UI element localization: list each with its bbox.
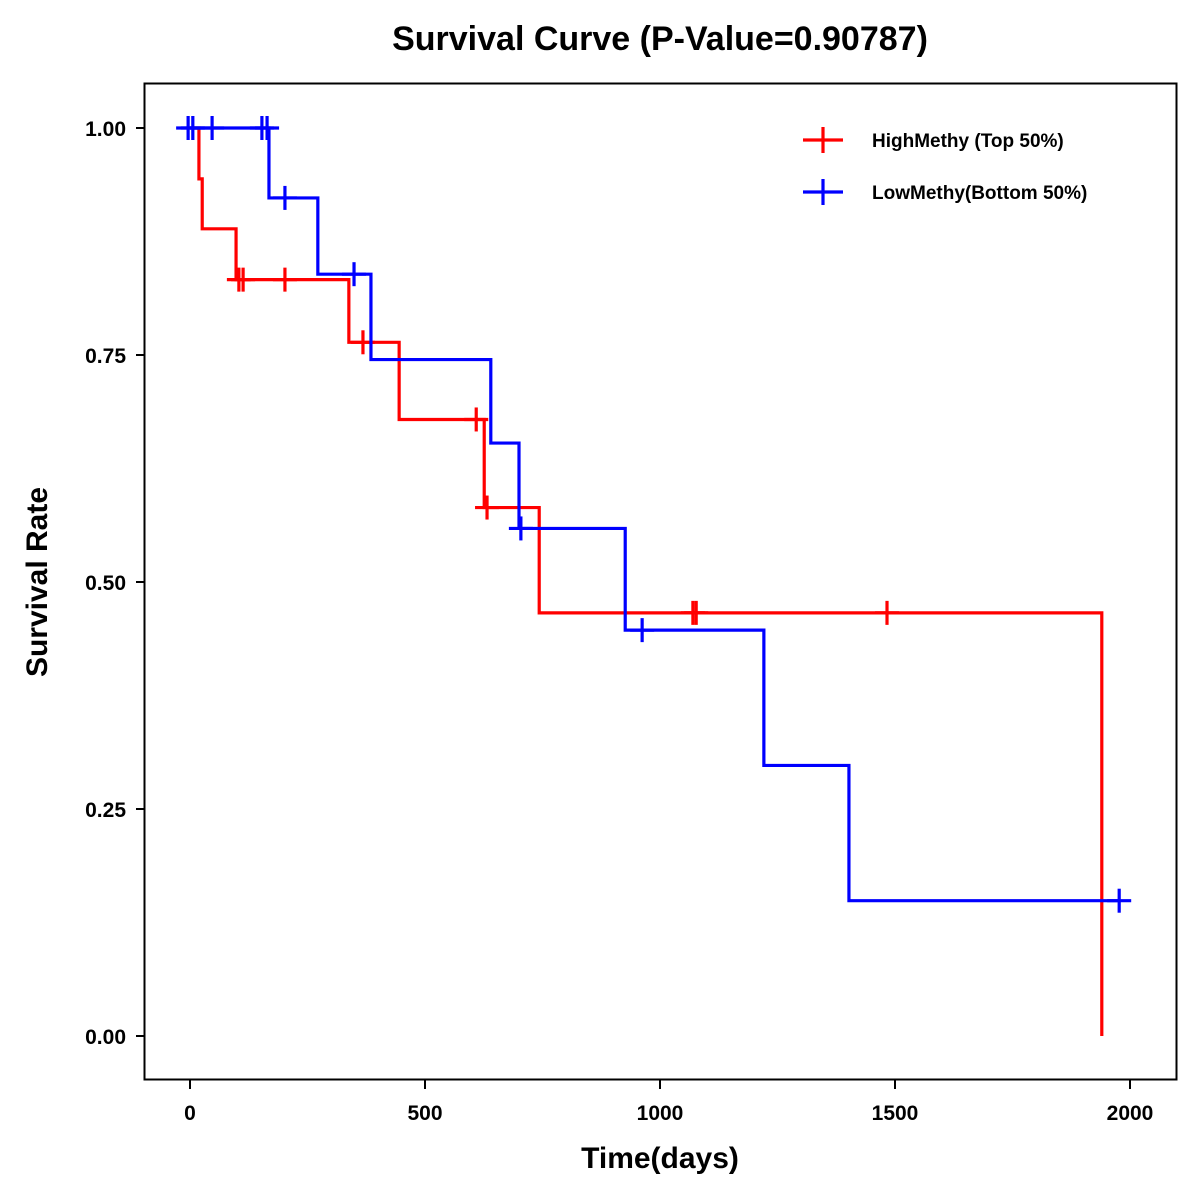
legend-item: HighMethy (Top 50%) bbox=[803, 127, 1064, 153]
series-low-methy bbox=[176, 116, 1132, 913]
survival-step-line bbox=[190, 126, 1104, 1036]
y-axis: 0.00 0.25 0.50 0.75 1.00 bbox=[85, 118, 144, 1049]
plot-panel-border bbox=[143, 82, 1178, 1081]
x-tick-label: 2000 bbox=[1107, 1102, 1154, 1125]
legend: HighMethy (Top 50%) LowMethy(Bottom 50%) bbox=[803, 127, 1087, 205]
legend-item: LowMethy(Bottom 50%) bbox=[803, 179, 1087, 205]
x-axis-title: Time(days) bbox=[581, 1142, 739, 1175]
x-tick-label: 1000 bbox=[637, 1102, 684, 1125]
series-high-methy bbox=[190, 126, 1104, 1036]
chart-title: Survival Curve (P-Value=0.90787) bbox=[392, 20, 928, 58]
legend-label: LowMethy(Bottom 50%) bbox=[872, 183, 1087, 204]
survival-step-line bbox=[190, 126, 1120, 903]
x-tick-label: 1500 bbox=[872, 1102, 919, 1125]
x-tick-label: 500 bbox=[407, 1102, 442, 1125]
x-axis: 0 500 1000 1500 2000 bbox=[184, 1080, 1153, 1125]
x-tick-label: 0 bbox=[184, 1102, 196, 1125]
y-axis-title: Survival Rate bbox=[21, 487, 54, 677]
y-tick-label: 0.25 bbox=[85, 799, 126, 822]
y-tick-label: 0.75 bbox=[85, 345, 126, 368]
y-tick-label: 0.00 bbox=[85, 1026, 126, 1049]
y-tick-label: 0.50 bbox=[85, 572, 126, 595]
survival-curves bbox=[176, 116, 1132, 1036]
legend-label: HighMethy (Top 50%) bbox=[872, 131, 1064, 152]
y-tick-label: 1.00 bbox=[85, 118, 126, 141]
